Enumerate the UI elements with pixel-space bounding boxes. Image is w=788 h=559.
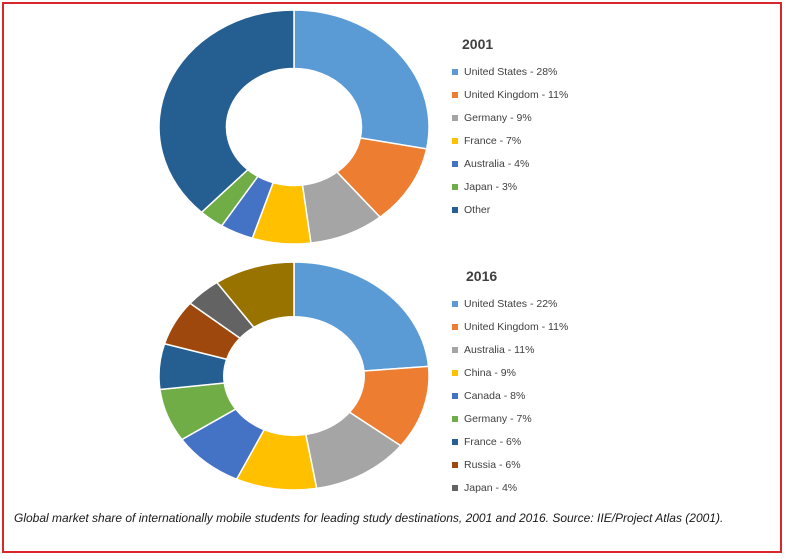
legend-swatch: [452, 68, 458, 75]
legend-item: Germany - 7%: [452, 407, 568, 430]
legend-label: United Kingdom - 11%: [464, 320, 569, 333]
chart-title-2001: 2001: [462, 36, 494, 52]
legend-swatch: [452, 392, 458, 399]
legend-2016: United States - 22% United Kingdom - 11% A…: [452, 292, 568, 499]
legend-label: Australia - 4%: [464, 157, 530, 170]
legend-swatch: [452, 206, 458, 213]
legend-swatch: [452, 438, 458, 445]
legend-swatch: [452, 91, 458, 98]
legend-swatch: [452, 183, 458, 190]
legend-item: Japan - 3%: [452, 175, 568, 198]
legend-swatch: [452, 114, 458, 121]
legend-label: Australia - 11%: [464, 343, 535, 356]
donut-chart-2016: [158, 261, 430, 491]
legend-swatch: [452, 484, 458, 491]
legend-item: Australia - 4%: [452, 152, 568, 175]
legend-swatch: [452, 137, 458, 144]
legend-swatch: [452, 415, 458, 422]
legend-item: Japan - 4%: [452, 476, 568, 499]
legend-item: United States - 28%: [452, 60, 568, 83]
legend-item: United Kingdom - 11%: [452, 315, 568, 338]
chart-title-2016: 2016: [466, 268, 498, 284]
figure-caption: Global market share of internationally m…: [14, 511, 724, 525]
legend-item: China - 9%: [452, 361, 568, 384]
legend-item: Australia - 11%: [452, 338, 568, 361]
legend-item: Canada - 8%: [452, 384, 568, 407]
legend-label: Japan - 4%: [464, 481, 518, 494]
legend-label: France - 6%: [464, 435, 522, 448]
legend-label: Japan - 3%: [464, 180, 518, 193]
slice-2001-other: [158, 9, 295, 214]
legend-item: United States - 22%: [452, 292, 568, 315]
slice-2016-remainder: [215, 261, 295, 329]
legend-item: Other: [452, 198, 568, 221]
legend-swatch: [452, 346, 458, 353]
legend-swatch: [452, 300, 458, 307]
legend-label: United States - 22%: [464, 297, 558, 310]
legend-swatch: [452, 369, 458, 376]
legend-label: China - 9%: [464, 366, 516, 379]
legend-swatch: [452, 160, 458, 167]
slice-2001-united-states: [293, 9, 430, 150]
legend-label: Canada - 8%: [464, 389, 526, 402]
legend-label: Germany - 7%: [464, 412, 532, 425]
legend-item: Germany - 9%: [452, 106, 568, 129]
legend-item: Russia - 6%: [452, 453, 568, 476]
legend-item: France - 7%: [452, 129, 568, 152]
legend-label: United States - 28%: [464, 65, 558, 78]
legend-swatch: [452, 461, 458, 468]
legend-swatch: [452, 323, 458, 330]
legend-label: Germany - 9%: [464, 111, 532, 124]
legend-label: Russia - 6%: [464, 458, 521, 471]
legend-2001: United States - 28% United Kingdom - 11% G…: [452, 60, 568, 221]
donut-chart-2001: [158, 9, 430, 245]
legend-item: France - 6%: [452, 430, 568, 453]
legend-label: Other: [464, 203, 491, 216]
legend-item: United Kingdom - 11%: [452, 83, 568, 106]
legend-label: United Kingdom - 11%: [464, 88, 569, 101]
slice-2016-united-states: [293, 261, 430, 372]
legend-label: France - 7%: [464, 134, 522, 147]
